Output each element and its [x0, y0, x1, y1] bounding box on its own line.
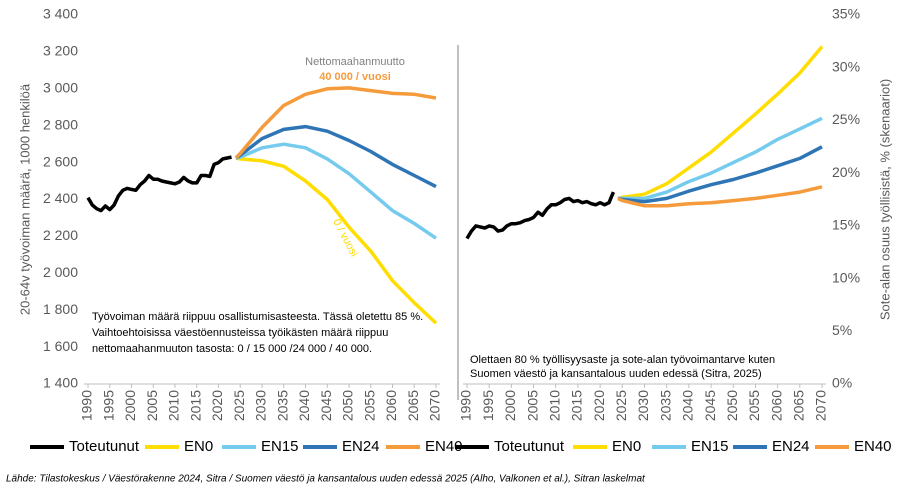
legend-label: Toteutunut [69, 438, 140, 455]
y-tick-label: 35% [832, 6, 860, 22]
x-tick-label: 2040 [680, 390, 696, 421]
annotation: 40 000 / vuosi [319, 71, 391, 83]
x-tick-label: 2010 [546, 390, 562, 421]
x-tick-label: 2060 [383, 390, 399, 421]
y-tick-label: 2 400 [43, 190, 78, 206]
note: Vaihtoehtoisissa väestöennusteissa työik… [92, 327, 388, 339]
y-axis-label: Sote-alan osuus työllisistä, % (skenaari… [877, 79, 892, 320]
x-tick-label: 2065 [791, 390, 807, 421]
series-line [234, 86, 437, 160]
x-tick-label: 2045 [702, 390, 718, 421]
legend-label: Toteutunut [494, 438, 565, 455]
y-tick-label: 3 200 [43, 43, 78, 59]
x-tick-label: 2025 [613, 390, 629, 421]
y-tick-label: 3 000 [43, 80, 78, 96]
x-tick-label: 1990 [458, 390, 474, 421]
y-tick-label: 5% [832, 322, 852, 338]
x-tick-label: 2055 [746, 390, 762, 421]
y-tick-label: 1 400 [43, 375, 78, 391]
x-tick-label: 2030 [253, 390, 269, 421]
legend-label: EN40 [854, 438, 892, 455]
x-tick-label: 2070 [813, 390, 829, 421]
legend-label: EN0 [612, 438, 641, 455]
legend-label: EN0 [184, 438, 213, 455]
x-tick-label: 2010 [166, 390, 182, 421]
note: Olettaen 80 % työllisyysaste ja sote-ala… [470, 354, 775, 366]
x-tick-label: 2035 [657, 390, 673, 421]
series-line [235, 142, 437, 240]
x-tick-label: 2055 [361, 390, 377, 421]
series-line [465, 191, 616, 240]
x-tick-label: 1995 [480, 390, 496, 421]
x-tick-label: 2005 [524, 390, 540, 421]
x-tick-label: 2035 [274, 390, 290, 421]
legend-label: EN24 [342, 438, 380, 455]
annotation: Nettomaahanmuutto [305, 56, 405, 68]
note: Työvoiman määrä riippuu osallistumisaste… [92, 311, 423, 323]
y-tick-label: 1 600 [43, 338, 78, 354]
series-line [617, 185, 823, 208]
x-tick-label: 2025 [231, 390, 247, 421]
x-tick-label: 2020 [209, 390, 225, 421]
note: nettomaahanmuuton tasosta: 0 / 15 000 /2… [92, 343, 372, 355]
x-tick-label: 2060 [768, 390, 784, 421]
y-tick-label: 20% [832, 164, 860, 180]
y-axis-label: 20-64v työvoiman määrä, 1000 henkilöä [17, 83, 32, 315]
x-tick-label: 1990 [79, 390, 95, 421]
y-tick-label: 3 400 [43, 6, 78, 22]
series-line [617, 45, 824, 201]
x-tick-label: 1995 [100, 390, 116, 421]
y-tick-label: 15% [832, 217, 860, 233]
x-tick-label: 2045 [318, 390, 334, 421]
series-line [234, 124, 437, 189]
x-tick-label: 2015 [569, 390, 585, 421]
y-tick-label: 25% [832, 111, 860, 127]
x-tick-label: 2000 [122, 390, 138, 421]
y-tick-label: 2 600 [43, 153, 78, 169]
x-tick-label: 2015 [187, 390, 203, 421]
y-tick-label: 2 200 [43, 227, 78, 243]
series-line [86, 155, 232, 213]
x-tick-label: 2005 [144, 390, 160, 421]
note: Suomen väestö ja kansantalous uuden edes… [470, 368, 762, 380]
y-tick-label: 0% [832, 375, 852, 391]
x-tick-label: 2040 [296, 390, 312, 421]
y-tick-label: 30% [832, 58, 860, 74]
series-line [617, 116, 823, 201]
y-tick-label: 2 800 [43, 116, 78, 132]
x-tick-label: 2030 [635, 390, 651, 421]
source: Lähde: Tilastokeskus / Väestörakenne 202… [6, 474, 646, 485]
legend-label: EN40 [425, 438, 463, 455]
x-tick-label: 2050 [724, 390, 740, 421]
y-tick-label: 2 000 [43, 264, 78, 280]
x-tick-label: 2050 [340, 390, 356, 421]
x-tick-label: 2065 [405, 390, 421, 421]
legend-label: EN24 [772, 438, 810, 455]
series-line [235, 156, 438, 325]
y-tick-label: 1 800 [43, 301, 78, 317]
series-line [617, 145, 823, 204]
y-tick-label: 10% [832, 269, 860, 285]
legend-label: EN15 [261, 438, 299, 455]
legend-label: EN15 [691, 438, 729, 455]
annotation: 0 / vuosi [330, 217, 360, 259]
x-tick-label: 2020 [591, 390, 607, 421]
x-tick-label: 2000 [502, 390, 518, 421]
x-tick-label: 2070 [427, 390, 443, 421]
